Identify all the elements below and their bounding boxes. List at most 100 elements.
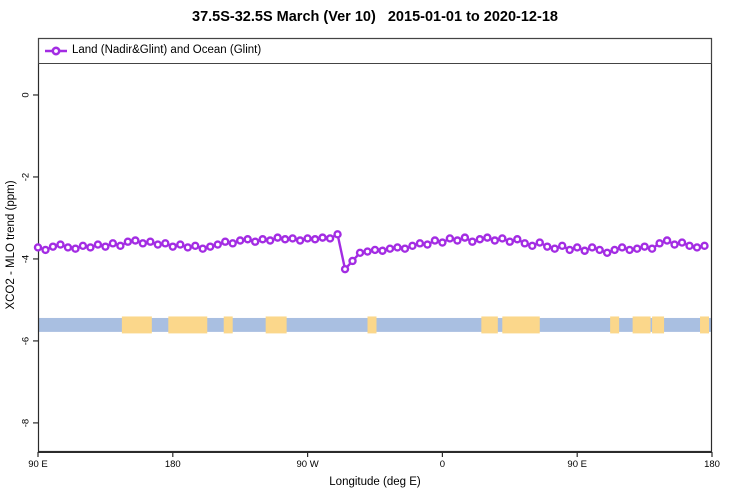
data-point-marker: [528, 241, 537, 251]
map-strip-land-patch: [652, 316, 665, 334]
data-point-marker: [213, 240, 222, 249]
data-point-marker: [550, 244, 559, 253]
data-point-marker: [348, 256, 357, 266]
map-strip-land-patch: [502, 316, 540, 334]
data-point-marker: [325, 234, 335, 243]
data-point-marker: [580, 246, 589, 255]
map-strip-land-patch: [632, 316, 651, 334]
data-point-marker: [685, 241, 694, 251]
data-point-marker: [153, 240, 163, 249]
data-point-marker: [206, 242, 215, 251]
y-tick-label: -2: [20, 172, 32, 182]
data-point-marker: [662, 236, 672, 245]
data-point-marker: [700, 241, 709, 251]
data-point-marker: [565, 245, 574, 255]
legend-label: Land (Nadir&Glint) and Ocean (Glint): [72, 44, 262, 56]
data-point-marker: [333, 230, 342, 239]
data-point-marker: [498, 234, 507, 243]
data-point-marker: [385, 244, 395, 253]
data-point-marker: [161, 239, 170, 248]
data-point-marker: [468, 237, 477, 246]
data-point-marker: [520, 239, 529, 248]
data-point-marker: [610, 245, 619, 255]
data-point-marker: [303, 234, 312, 243]
x-tick-label: 0: [439, 459, 446, 470]
data-point-marker: [295, 236, 305, 245]
map-strip-land-patch: [223, 316, 233, 334]
data-point-marker: [400, 244, 410, 253]
data-point-marker: [340, 264, 350, 274]
data-point-marker: [370, 245, 380, 255]
data-point-marker: [56, 240, 65, 249]
data-point-marker: [378, 246, 387, 255]
data-point-marker: [48, 242, 58, 251]
data-point-marker: [363, 247, 372, 256]
data-point-marker: [41, 245, 50, 255]
data-point-marker: [63, 243, 73, 252]
y-tick-label: 0: [20, 92, 32, 98]
x-tick-label: 180: [704, 459, 720, 470]
data-point-marker: [587, 243, 597, 252]
data-point-marker: [513, 235, 522, 244]
data-point-marker: [288, 234, 297, 243]
data-point-marker: [558, 241, 567, 251]
data-point-marker: [408, 241, 417, 251]
data-point-marker: [453, 236, 462, 245]
map-strip-land-patch: [168, 316, 208, 334]
y-tick-label: -6: [20, 336, 32, 346]
data-point-marker: [625, 245, 634, 255]
data-point-marker: [423, 240, 432, 249]
data-point-marker: [280, 235, 290, 244]
data-point-marker: [250, 237, 260, 246]
data-point-marker: [168, 242, 178, 251]
map-strip-land-patch: [121, 316, 152, 334]
data-point-marker: [221, 237, 230, 246]
data-point-marker: [265, 236, 275, 245]
data-point-marker: [146, 237, 155, 246]
data-point-marker: [228, 239, 237, 248]
data-point-marker: [670, 240, 679, 249]
data-point-marker: [108, 239, 118, 248]
data-point-marker: [258, 235, 267, 244]
data-point-marker: [235, 236, 245, 245]
data-point-marker: [116, 241, 125, 251]
x-axis-title: Longitude (deg E): [329, 476, 421, 488]
data-point-marker: [617, 243, 627, 252]
data-point-marker: [273, 233, 282, 242]
data-point-marker: [310, 235, 320, 244]
data-point-marker: [86, 243, 95, 252]
data-point-marker: [243, 235, 252, 244]
data-point-marker: [438, 238, 447, 247]
y-tick-label: -4: [20, 254, 32, 264]
legend-marker-icon: [51, 46, 61, 56]
data-point-marker: [355, 248, 365, 257]
x-tick-label: 90 E: [28, 459, 48, 470]
data-point-marker: [655, 239, 664, 248]
data-point-marker: [490, 236, 500, 245]
data-point-marker: [176, 240, 185, 249]
data-point-marker: [640, 242, 649, 251]
legend-box: [38, 38, 712, 64]
data-point-marker: [93, 240, 103, 249]
data-point-marker: [131, 236, 140, 245]
data-point-marker: [505, 237, 514, 246]
data-point-marker: [677, 238, 687, 247]
y-axis-title: XCO2 - MLO trend (ppm): [5, 180, 17, 310]
data-point-marker: [543, 242, 552, 251]
data-point-marker: [430, 236, 440, 245]
map-strip-land-patch: [367, 316, 377, 334]
map-strip-land-patch: [265, 316, 287, 334]
data-point-marker: [318, 233, 327, 242]
data-point-marker: [647, 244, 657, 253]
x-tick-label: 90 E: [567, 459, 587, 470]
x-tick-label: 180: [164, 459, 181, 470]
data-point-marker: [445, 234, 455, 243]
data-point-marker: [632, 244, 642, 253]
data-point-marker: [475, 235, 485, 244]
data-point-marker: [460, 233, 470, 242]
data-point-marker: [595, 245, 604, 255]
data-point-marker: [692, 243, 702, 252]
data-point-marker: [71, 244, 80, 253]
